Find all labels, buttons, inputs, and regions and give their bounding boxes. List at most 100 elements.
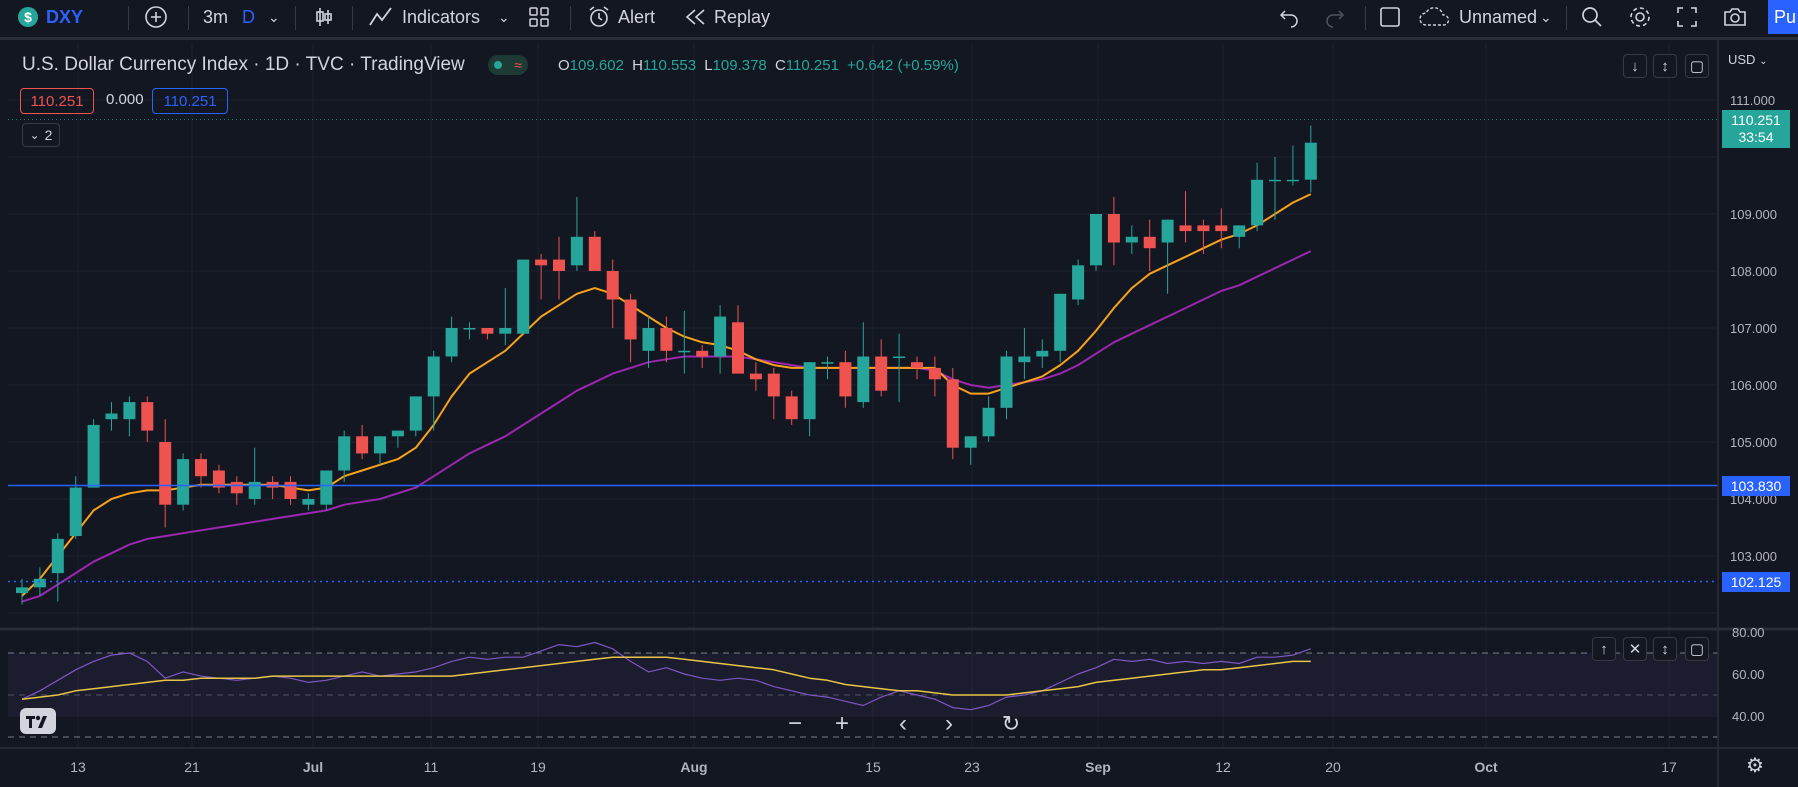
bar-countdown: 33:54 (1738, 129, 1774, 145)
symbol-name: DXY (46, 6, 84, 27)
rsi-axis[interactable]: 80.00 60.00 40.00 (1732, 625, 1765, 724)
symbol-search[interactable]: $ DXY (18, 0, 83, 34)
candle-body (141, 402, 154, 431)
candle-body (911, 362, 923, 368)
rsi-line (21, 641, 1311, 711)
maximize-rsi-pane-button[interactable]: ▢ (1685, 637, 1709, 661)
redo-icon[interactable] (1324, 0, 1346, 34)
candle-body (749, 373, 762, 380)
sell-price-box[interactable]: 110.251 (20, 88, 94, 114)
chart-type-button[interactable] (312, 0, 336, 34)
candle-body (517, 259, 530, 334)
undo-icon[interactable] (1278, 0, 1300, 34)
divider (295, 6, 296, 30)
price-tick-label: 107.000 (1730, 321, 1777, 336)
rsi-lines (21, 641, 1311, 711)
chevron-down-icon: ⌄ (29, 128, 40, 142)
reset-chart-button[interactable]: ↻ (996, 709, 1026, 739)
candle-body (696, 350, 709, 357)
chevron-down-icon[interactable]: ⌄ (268, 8, 280, 25)
candle-body (553, 259, 565, 271)
market-status[interactable]: ≈ (488, 55, 528, 75)
candle-body (248, 481, 261, 499)
zoom-out-button[interactable]: − (780, 709, 810, 739)
candle-body (69, 487, 82, 537)
reset-icon: ↻ (1001, 711, 1021, 736)
collapse-rsi-pane-button[interactable]: ↕ (1653, 637, 1677, 661)
chart-title[interactable]: U.S. Dollar Currency Index · 1D · TVC · … (22, 54, 465, 75)
candles (16, 125, 1317, 605)
remove-pane-button[interactable]: ✕ (1623, 637, 1647, 661)
candle-body (230, 481, 243, 494)
time-axis[interactable]: 13 21 Jul 11 19 Aug 15 23 Sep 12 20 Oct 17 (70, 759, 1677, 775)
publish-label: Pu (1774, 6, 1797, 27)
scroll-right-button[interactable]: › (934, 709, 964, 739)
minus-icon: − (787, 710, 802, 737)
indicator-count: 2 (44, 127, 53, 143)
candle-body (785, 396, 798, 420)
tradingview-logo[interactable] (20, 708, 56, 734)
maximize-pane-button[interactable]: ▢ (1685, 54, 1709, 78)
candle-body (123, 402, 136, 420)
candle-body (1161, 219, 1174, 243)
indicators-button[interactable]: Indicators (368, 0, 480, 34)
close-icon: ✕ (1628, 641, 1642, 658)
divider (128, 6, 129, 30)
layout-button[interactable] (1378, 0, 1402, 34)
buy-price-box[interactable]: 110.251 (152, 88, 228, 114)
candle-body (499, 328, 512, 334)
candle-body (893, 356, 906, 358)
candle-body (803, 362, 816, 420)
candle-body (391, 430, 404, 437)
zoom-in-button[interactable]: + (827, 709, 857, 739)
candle-body (857, 356, 870, 403)
templates-button[interactable] (528, 0, 550, 34)
chevron-down-icon[interactable]: ⌄ (498, 8, 510, 25)
interval-mode[interactable]: D (242, 0, 255, 34)
candle-body (481, 328, 494, 334)
interval-value: 3m (203, 6, 229, 27)
chevron-down-icon[interactable]: ⌄ (1540, 8, 1552, 25)
indicators-collapse-button[interactable]: ⌄ 2 (22, 123, 60, 147)
price-axis[interactable]: 111.000 109.000 108.000 107.000 106.000 105.0… (1730, 93, 1777, 564)
scroll-left-button[interactable]: ‹ (888, 709, 918, 739)
candle-body (1304, 142, 1317, 180)
time-tick-label: Oct (1474, 759, 1498, 775)
alert-button[interactable]: Alert (586, 0, 655, 34)
candle-body (356, 436, 369, 454)
collapse-pane-button[interactable]: ↕ (1653, 54, 1677, 78)
replay-label: Replay (714, 6, 771, 27)
candle-body (1197, 225, 1210, 232)
wave-icon: ≈ (514, 57, 522, 73)
settings-gear-icon[interactable]: ⚙ (1746, 755, 1764, 777)
gear-icon[interactable] (1628, 0, 1652, 34)
time-tick-label: 12 (1215, 759, 1231, 775)
chart-canvas[interactable]: 111.000 109.000 108.000 107.000 106.000 105.0… (0, 40, 1798, 787)
maximize-icon: ▢ (1689, 641, 1705, 658)
candle-body (767, 373, 780, 397)
save-layout-button[interactable]: Unnamed (1417, 0, 1537, 34)
candle-body (875, 356, 888, 391)
candle-body (570, 236, 583, 266)
camera-icon[interactable] (1722, 0, 1748, 34)
search-icon[interactable] (1580, 0, 1604, 34)
compare-button[interactable] (143, 0, 169, 34)
move-pane-down-button[interactable]: ↓ (1623, 54, 1647, 78)
candle-body (982, 407, 995, 437)
interval-mode-label: D (242, 6, 255, 27)
fullscreen-icon[interactable] (1676, 0, 1698, 34)
move-pane-up-button[interactable]: ↑ (1592, 637, 1616, 661)
candle-body (946, 379, 959, 448)
divider (352, 6, 353, 30)
publish-button[interactable]: Pu (1768, 0, 1798, 34)
rewind-icon (685, 9, 705, 25)
interval-button[interactable]: 3m (203, 0, 228, 34)
replay-button[interactable]: Replay (684, 0, 770, 34)
currency-selector[interactable]: USD ⌄ (1728, 52, 1767, 67)
candle-body (1090, 214, 1102, 266)
price-tick-label: 109.000 (1730, 207, 1777, 222)
candle-body (1251, 179, 1264, 226)
candle-body (284, 481, 297, 499)
hline-price-tag: 103.830 (1722, 476, 1790, 496)
candle-body (33, 578, 46, 588)
